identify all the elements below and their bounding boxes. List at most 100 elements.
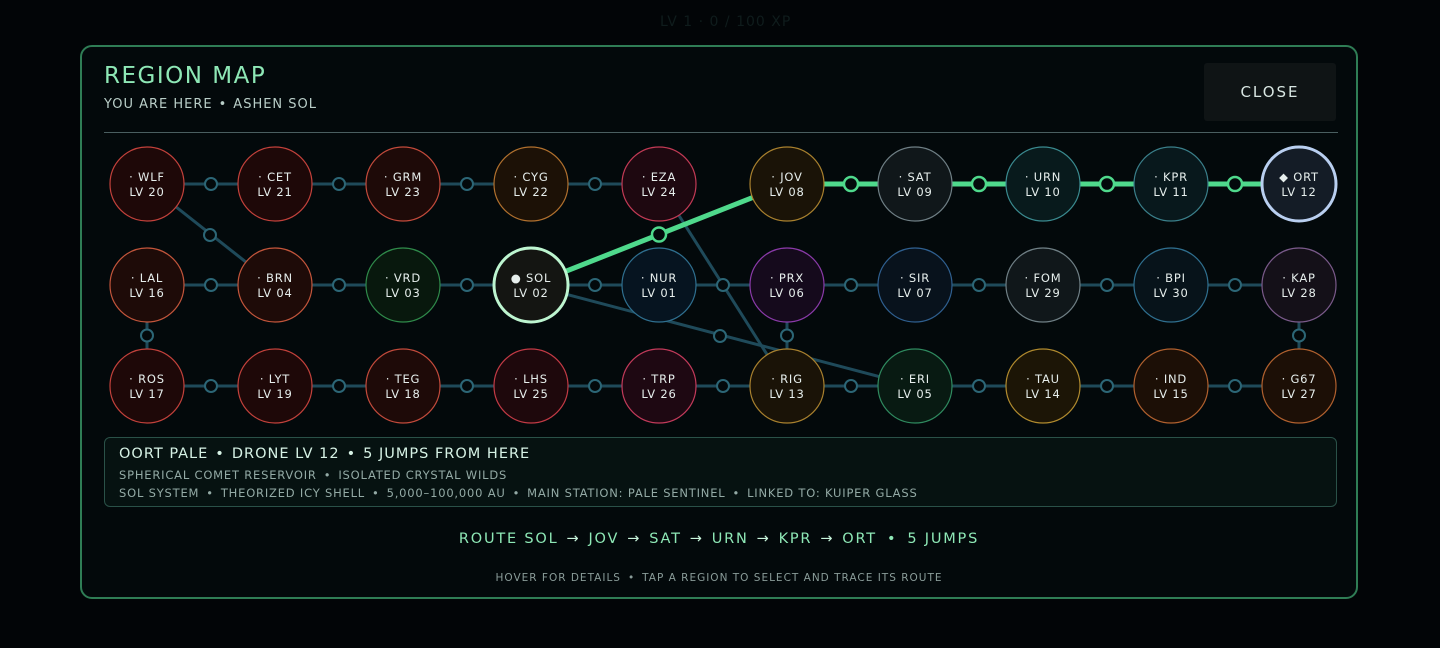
region-node-circle xyxy=(237,146,313,222)
help-hint: HOVER FOR DETAILS • TAP A REGION TO SELECT… xyxy=(495,572,943,584)
region-level: LV 04 xyxy=(257,286,292,300)
region-code: · VRD xyxy=(385,271,421,285)
region-level: LV 10 xyxy=(1025,185,1060,199)
route-stop: KPR xyxy=(778,531,813,547)
link-junction xyxy=(332,278,346,292)
region-code: · TRP xyxy=(642,372,675,386)
link-junction xyxy=(204,278,218,292)
link-junction xyxy=(972,278,986,292)
region-level: LV 03 xyxy=(385,286,420,300)
region-level: LV 13 xyxy=(769,387,804,401)
link-junction xyxy=(844,379,858,393)
region-level: LV 17 xyxy=(129,387,164,401)
route-arrow: → xyxy=(627,531,642,547)
region-level: LV 01 xyxy=(641,286,676,300)
info-linked: LINKED TO: KUIPER GLASS xyxy=(747,486,918,500)
region-code: · CYG xyxy=(513,170,548,184)
link-junction xyxy=(844,278,858,292)
region-node-circle xyxy=(1133,348,1209,424)
route-stop: SAT xyxy=(649,531,682,547)
region-node-circle xyxy=(1260,145,1338,223)
route-stop: URN xyxy=(711,531,749,547)
link-junction xyxy=(1100,379,1114,393)
region-level: LV 06 xyxy=(769,286,804,300)
link-junction xyxy=(460,177,474,191)
link-junction xyxy=(780,328,794,343)
region-info-panel: OORT PALE • DRONE LV 12 • 5 JUMPS FROM HERE … xyxy=(104,437,1337,507)
region-node-circle xyxy=(749,247,825,323)
region-node-circle xyxy=(109,247,185,323)
region-level: LV 12 xyxy=(1281,185,1316,199)
close-button[interactable]: CLOSE xyxy=(1204,63,1336,121)
link-junction xyxy=(1100,278,1114,292)
region-level: LV 28 xyxy=(1281,286,1316,300)
region-node-circle xyxy=(621,146,697,222)
region-node-circle xyxy=(877,146,953,222)
region-node-circle xyxy=(109,348,185,424)
region-level: LV 09 xyxy=(897,185,932,199)
info-system: SOL SYSTEM xyxy=(119,486,200,500)
region-code: · FOM xyxy=(1025,271,1062,285)
region-level: LV 20 xyxy=(129,185,164,199)
region-code: · WLF xyxy=(129,170,165,184)
region-node-circle xyxy=(365,348,441,424)
route-arrow: → xyxy=(756,531,771,547)
link-junction xyxy=(1228,379,1242,393)
region-code: · CET xyxy=(258,170,292,184)
region-code: · TAU xyxy=(1026,372,1060,386)
region-node-circle xyxy=(493,348,569,424)
region-code: · G67 xyxy=(1282,372,1317,386)
region-level: LV 24 xyxy=(641,185,676,199)
background-hud-text: LV 1 · 0 / 100 XP xyxy=(660,14,792,30)
region-code: · SIR xyxy=(900,271,930,285)
region-node-circle xyxy=(749,348,825,424)
region-node-circle xyxy=(749,146,825,222)
hint-hover: HOVER FOR DETAILS xyxy=(495,572,621,584)
link-junction xyxy=(972,379,986,393)
region-code: · ROS xyxy=(129,372,165,386)
region-node-circle xyxy=(1005,247,1081,323)
link-junction xyxy=(1292,328,1306,343)
region-code: · GRM xyxy=(384,170,422,184)
region-node-circle xyxy=(621,348,697,424)
region-level: LV 11 xyxy=(1153,185,1188,199)
region-node-circle xyxy=(877,348,953,424)
link-junction xyxy=(588,278,602,292)
region-node-circle xyxy=(1005,348,1081,424)
region-node-circle xyxy=(237,247,313,323)
region-code: ● SOL xyxy=(511,271,551,285)
hint-tap: TAP A REGION TO SELECT AND TRACE ITS ROU… xyxy=(642,572,943,584)
region-level: LV 26 xyxy=(641,387,676,401)
